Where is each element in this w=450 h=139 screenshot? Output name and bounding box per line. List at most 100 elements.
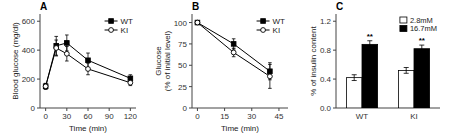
legend-swatch (400, 17, 407, 23)
series-line (197, 23, 269, 77)
y-tick (189, 65, 192, 66)
y-tick (189, 22, 192, 23)
y-axis-label: Blood glucose (mg/dl) (11, 22, 20, 100)
x-tick-label: 45 (274, 112, 283, 121)
legend-swatch (400, 26, 407, 32)
point (54, 46, 59, 51)
error-bar (367, 41, 372, 48)
legend-marker (109, 28, 114, 33)
point (128, 80, 133, 85)
y-axis-label-line: Glucose (154, 46, 163, 76)
point (43, 84, 48, 89)
annotation: ** (419, 36, 426, 45)
point (65, 41, 70, 46)
title: C (336, 1, 343, 12)
x-tick-label: 30 (247, 112, 256, 121)
legend: WTKI (257, 17, 286, 35)
x-tick-label: KI (410, 112, 418, 121)
x-tick (224, 108, 225, 111)
x-tick-label: WT (356, 112, 369, 121)
x-tick (130, 108, 131, 111)
legend-marker (261, 19, 266, 24)
y-tick (37, 50, 40, 51)
y-axis-label-line: % of insulin content (309, 26, 318, 96)
x-tick-label: 0 (195, 112, 200, 121)
figure: 02004006000306090120ATime (min)Blood glu… (0, 0, 450, 139)
error-bar (65, 47, 69, 61)
y-tick (189, 86, 192, 87)
error-bar (352, 75, 357, 81)
error-bar (268, 64, 272, 88)
y-axis-line (40, 14, 41, 108)
y-tick-label: 600 (22, 17, 36, 26)
legend-marker (261, 28, 266, 33)
page: {"chart_data": [ {"type": "line", "title… (0, 0, 450, 139)
y-axis-line (336, 14, 337, 108)
y-tick (37, 79, 40, 80)
x-tick (109, 108, 110, 111)
point (86, 67, 91, 72)
y-tick-label: 200 (22, 75, 36, 84)
legend-label: KI (121, 26, 129, 35)
y-tick-label: 25 (178, 83, 187, 92)
y-tick (189, 108, 192, 109)
error-bar (404, 68, 409, 74)
y-tick-label: 0.4 (320, 75, 332, 84)
y-tick (37, 21, 40, 22)
series-line (197, 23, 269, 72)
legend: WTKI (105, 17, 134, 35)
point (231, 42, 236, 47)
title: A (40, 1, 47, 12)
y-tick-label: 0 (183, 104, 188, 113)
error-bar (232, 39, 236, 49)
point (195, 20, 200, 25)
y-tick (189, 43, 192, 44)
y-axis-label-line: (% of initial level) (163, 30, 172, 91)
plot-area (346, 41, 429, 108)
y-axis-label: % of insulin content (309, 26, 318, 96)
y-tick-label: 1.2 (320, 17, 332, 26)
y-axis-label: Glucose(% of initial level) (154, 30, 172, 91)
series-line (46, 43, 131, 86)
point (231, 50, 236, 55)
y-tick-label: 75 (178, 40, 187, 49)
x-tick (251, 108, 252, 111)
x-tick-label: 120 (124, 112, 138, 121)
x-axis-label: Time (min) (69, 124, 107, 133)
y-tick (333, 108, 336, 109)
x-tick-label: 15 (220, 112, 229, 121)
x-tick (278, 108, 279, 111)
error-bar (44, 83, 48, 89)
y-tick-label: 0 (31, 104, 36, 113)
x-tick (66, 108, 67, 111)
x-tick (88, 108, 89, 111)
bar (346, 78, 362, 108)
legend-label: KI (273, 26, 281, 35)
point (43, 84, 48, 89)
bar (414, 49, 430, 108)
y-axis-line (192, 14, 193, 108)
x-tick-label: 60 (84, 112, 93, 121)
y-axis-label-line: Blood glucose (mg/dl) (11, 22, 20, 100)
legend-marker (109, 19, 114, 24)
y-tick (333, 50, 336, 51)
legend-label: WT (121, 17, 134, 26)
y-tick (37, 108, 40, 109)
bar (398, 70, 414, 108)
x-tick-label: 30 (62, 112, 71, 121)
error-bar (419, 45, 424, 52)
annotation: ** (367, 32, 374, 41)
x-tick (197, 108, 198, 111)
x-tick-label: 90 (105, 112, 114, 121)
point (64, 51, 69, 56)
y-tick (333, 79, 336, 80)
error-bar (232, 48, 236, 57)
point (86, 58, 91, 63)
point (195, 20, 200, 25)
point (267, 74, 272, 79)
y-tick-label: 100 (174, 19, 188, 28)
error-bar (129, 80, 133, 86)
error-bar (86, 63, 90, 75)
x-tick (45, 108, 46, 111)
legend: 2.8mM16.7mM (400, 16, 437, 34)
